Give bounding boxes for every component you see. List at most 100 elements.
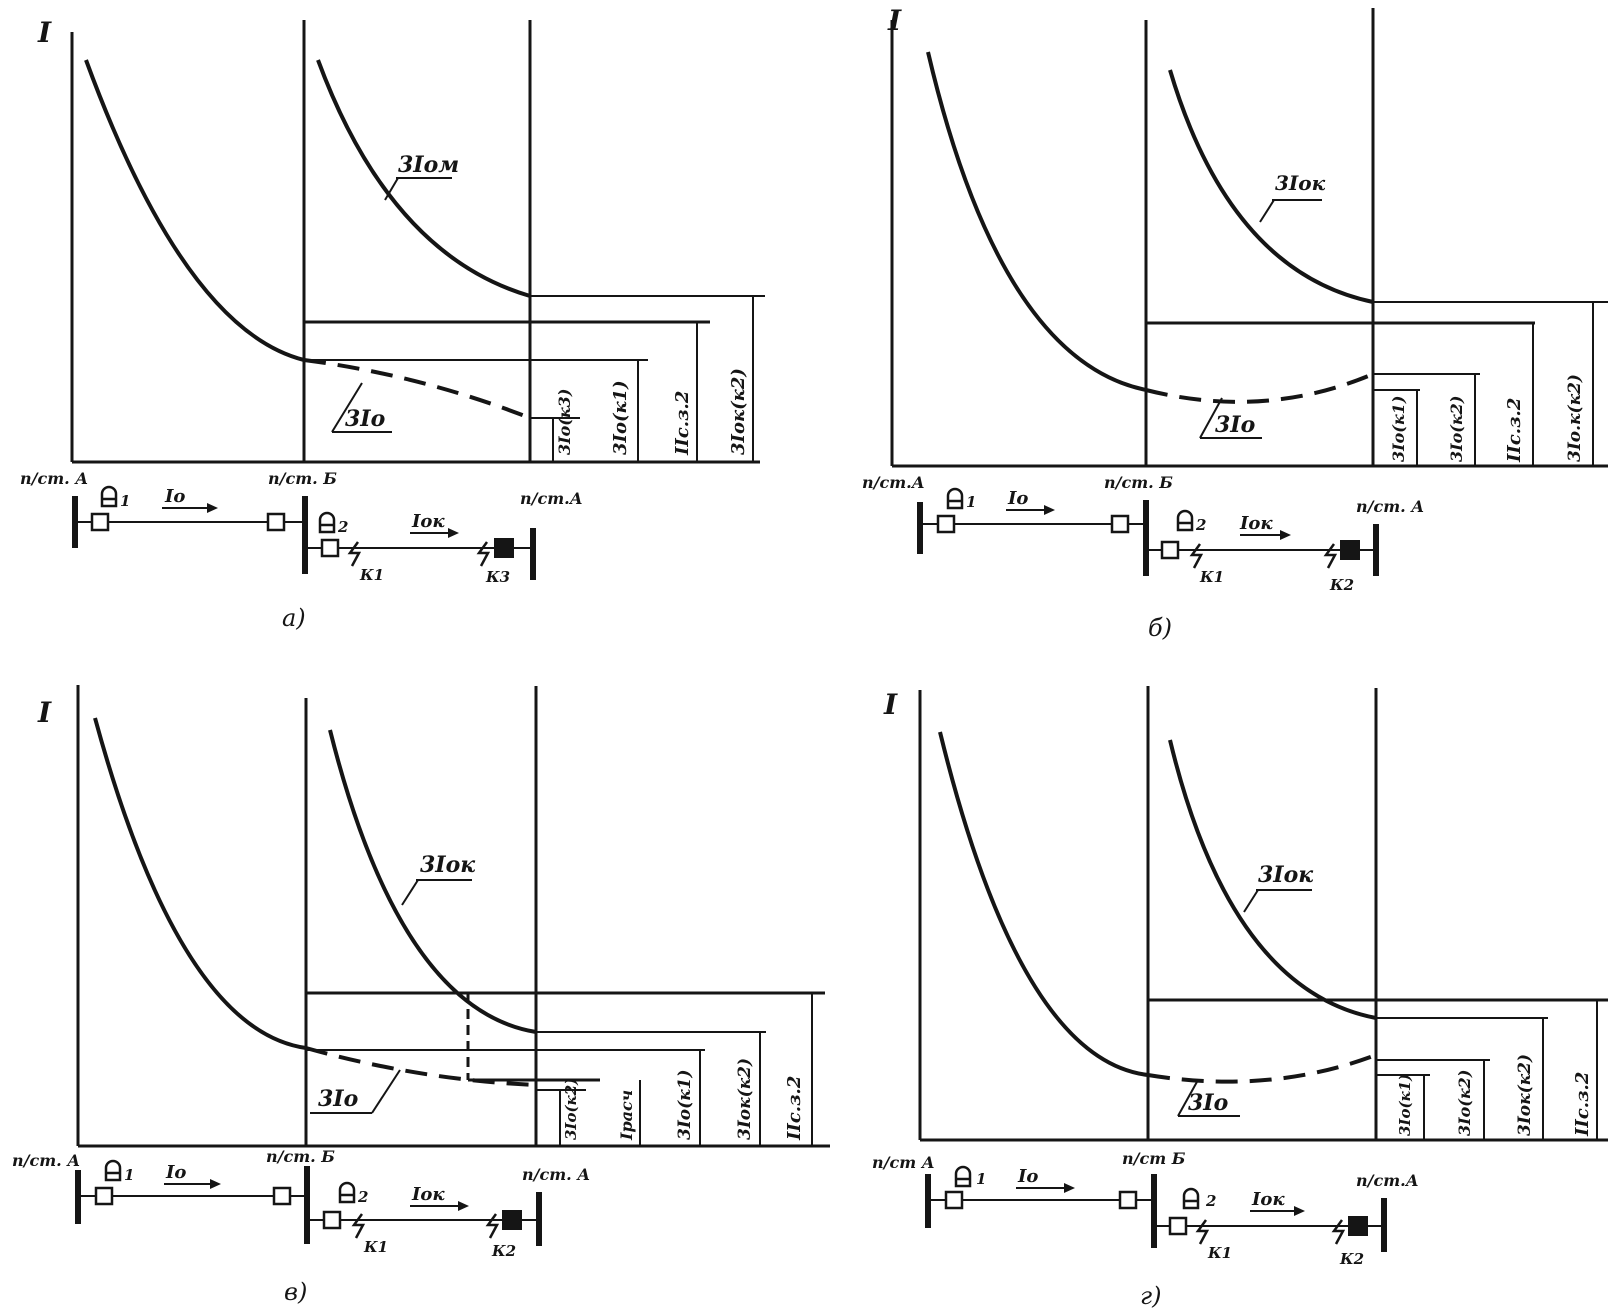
arrowhead — [1044, 505, 1055, 515]
breaker-1-symbol — [94, 1186, 114, 1206]
zero-seq-current-curve-line2 — [1168, 739, 1377, 1020]
current-flow-label-2: Iок — [1239, 513, 1273, 534]
breaker-2-symbol — [322, 1210, 342, 1230]
curve-label-lower: 3Iо — [1188, 1090, 1228, 1116]
substation-label-3: п/ст. А — [522, 1165, 590, 1184]
breaker-2-symbol — [320, 538, 340, 558]
fault-label-2: К2 — [1339, 1250, 1364, 1268]
measure-label: 3Iо(к1) — [1389, 396, 1408, 462]
axis-label-current: I — [887, 4, 902, 37]
closed-breaker-symbol — [502, 1210, 522, 1230]
label-leader — [384, 177, 399, 201]
measure-label: 3Iо.к(к2) — [1565, 374, 1585, 462]
panel-caption: б) — [1148, 614, 1172, 642]
axis-label-current: I — [883, 688, 898, 721]
fault-label-2: К2 — [491, 1242, 516, 1260]
panel-v: I 3Iок 3Iо 3Iо(к2) Iрасч 3Iо(к1) 3Iок(к2… — [12, 685, 830, 1306]
arrowhead — [210, 1179, 221, 1189]
fault-k2-icon — [1323, 543, 1338, 569]
current-flow-label-1: Iо — [165, 1162, 186, 1183]
measure-label: 3Iо(к3) — [555, 389, 574, 455]
network-b: п/ст.А п/ст. Б п/ст. А 1 2 Iо Iок К1 К2 — [862, 473, 1424, 594]
substation-label-2: п/ст. Б — [266, 1147, 335, 1166]
label-leader — [1243, 889, 1259, 913]
panel-g: I 3Iок 3Iо 3Iо(к1) 3Iо(к2) 3Iок(к2) IIс.… — [872, 686, 1608, 1310]
substation-label-3: п/ст.А — [520, 489, 583, 508]
graph-v: I 3Iок 3Iо 3Iо(к2) Iрасч 3Iо(к1) 3Iок(к2… — [37, 685, 830, 1148]
current-flow-label-2: Iок — [1251, 1189, 1285, 1210]
current-flow-label-1: Iо — [1007, 488, 1028, 509]
measure-label: Iрасч — [617, 1090, 636, 1141]
network-g: п/ст А п/ст Б п/ст.А 1 2 Iо Iок К1 К2 — [872, 1149, 1419, 1268]
zero-seq-current-curve-line1 — [93, 717, 307, 1050]
fault-label-1: К1 — [1207, 1244, 1232, 1262]
fault-k1-icon — [1195, 1219, 1210, 1245]
closed-breaker-symbol — [494, 538, 514, 558]
curve-label-lower: 3Iо — [318, 1086, 358, 1112]
network-a: п/ст. А п/ст. Б п/ст.А 1 2 Iо Iок К1 К3 — [20, 469, 583, 586]
breaker-1-symbol — [944, 1190, 964, 1210]
fault-k2-icon — [476, 541, 491, 567]
zero-seq-current-curve-dashed — [1147, 1053, 1377, 1084]
substation-label-1: п/ст. А — [12, 1151, 80, 1170]
curve-label-upper: 3Iок — [1258, 862, 1313, 888]
substation-label-2: п/ст. Б — [1104, 473, 1173, 492]
panel-caption: в) — [284, 1278, 307, 1306]
measure-label: IIс.з.2 — [1572, 1072, 1593, 1137]
closed-breaker-symbol — [1340, 540, 1360, 560]
fault-k1-icon — [1189, 543, 1204, 569]
current-flow-label-2: Iок — [411, 1184, 445, 1205]
panel-caption: а) — [282, 604, 306, 632]
fault-label-1: К1 — [363, 1238, 388, 1256]
current-flow-label-2: Iок — [411, 511, 445, 532]
measure-label: IIс.з.2 — [1504, 398, 1525, 463]
zero-seq-current-curve-dashed — [303, 358, 531, 420]
breaker-remote-symbol — [1118, 1190, 1138, 1210]
measure-label: IIс.з.2 — [672, 391, 693, 456]
current-flow-label-1: Iо — [1017, 1166, 1038, 1187]
breaker-2-label: 2 — [1205, 1192, 1216, 1210]
relay-1-icon — [100, 485, 118, 508]
axis-label-current: I — [37, 696, 52, 729]
measure-label: 3Iок(к2) — [728, 368, 749, 455]
label-leader — [401, 879, 419, 906]
breaker-2-label: 2 — [337, 518, 348, 536]
curve-label-upper: 3Iом — [398, 152, 459, 178]
current-flow-label-1: Iо — [164, 486, 185, 507]
measure-label: 3Iо(к1) — [675, 1069, 695, 1140]
arrowhead — [458, 1201, 469, 1211]
relay-1-icon — [946, 487, 964, 510]
measure-label: 3Iо(к2) — [1447, 396, 1466, 462]
breaker-1-symbol — [936, 514, 956, 534]
substation-label-3: п/ст.А — [1356, 1171, 1419, 1190]
fault-label-1: К1 — [1199, 568, 1224, 586]
zero-seq-current-curve-dashed — [1145, 372, 1374, 404]
breaker-remote-symbol — [1110, 514, 1130, 534]
breaker-2-label: 2 — [357, 1188, 368, 1206]
graph-b: I 3Iок 3Iо 3Iо(к1) 3Iо(к2) IIс.з.2 3Iо.к… — [887, 4, 1608, 468]
arrowhead — [1064, 1183, 1075, 1193]
fault-label-2: К3 — [485, 568, 510, 586]
breaker-1-label: 1 — [966, 493, 976, 511]
zero-seq-current-curve-line1 — [938, 731, 1149, 1077]
arrowhead — [448, 528, 459, 538]
graph-g: I 3Iок 3Iо 3Iо(к1) 3Iо(к2) 3Iок(к2) IIс.… — [883, 686, 1608, 1142]
breaker-2-symbol — [1160, 540, 1180, 560]
arrowhead — [1280, 530, 1291, 540]
curve-label-lower: 3Iо — [345, 406, 385, 432]
zero-seq-current-curve-dashed — [305, 1046, 537, 1087]
closed-breaker-symbol — [1348, 1216, 1368, 1236]
fault-label-2: К2 — [1329, 576, 1354, 594]
label-leader — [331, 382, 363, 433]
measure-label: 3Iок(к2) — [1515, 1054, 1535, 1136]
label-underline — [1259, 199, 1275, 223]
curve-label-upper: 3Iок — [420, 852, 475, 878]
relay-2-icon — [338, 1181, 356, 1204]
relay-2-icon — [1182, 1187, 1200, 1210]
fault-label-1: К1 — [359, 566, 384, 584]
relay-2-icon — [318, 511, 336, 534]
curve-label-lower: 3Iо — [1215, 412, 1255, 438]
measure-label: 3Iо(к2) — [1455, 1070, 1474, 1136]
network-v: п/ст. А п/ст. Б п/ст. А 1 2 Iо Iок К1 К2 — [12, 1147, 590, 1260]
